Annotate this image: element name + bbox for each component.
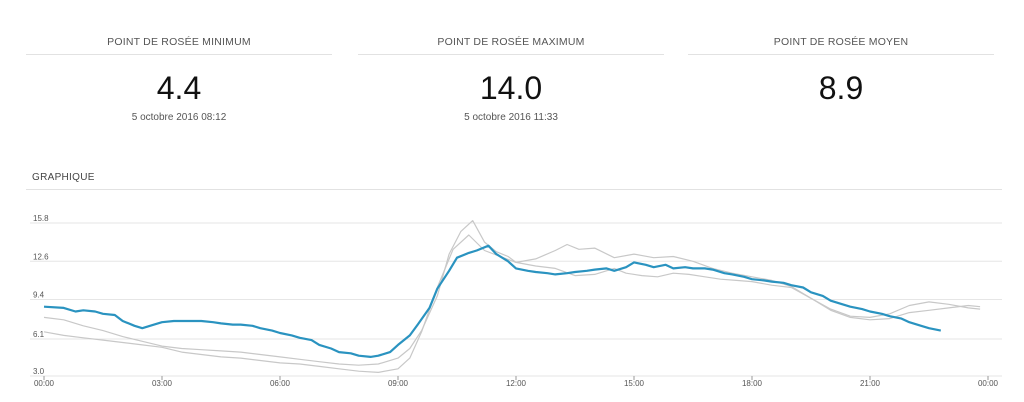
x-tick-label: 09:00 — [388, 379, 409, 388]
divider — [688, 54, 994, 55]
y-tick-label: 12.6 — [33, 252, 49, 261]
y-tick-label: 6.1 — [33, 330, 45, 339]
stat-value: 4.4 — [156, 70, 202, 106]
x-tick-label: 00:00 — [978, 379, 999, 388]
series-line-current — [43, 244, 942, 358]
stat-average: POINT DE ROSÉE MOYEN 8.9 — [688, 30, 994, 112]
y-tick-label: 3.0 — [33, 367, 45, 376]
stat-label: POINT DE ROSÉE MOYEN — [773, 36, 909, 48]
stat-timestamp: 5 octobre 2016 08:12 — [131, 112, 227, 123]
stat-timestamp: 5 octobre 2016 11:33 — [464, 112, 558, 123]
series-line-comparison — [43, 234, 981, 373]
stat-label: POINT DE ROSÉE MAXIMUM — [437, 36, 585, 48]
stat-minimum: POINT DE ROSÉE MINIMUM 4.4 5 octobre 201… — [26, 30, 332, 123]
series-line-comparison — [43, 220, 981, 366]
stat-maximum: POINT DE ROSÉE MAXIMUM 14.0 5 octobre 20… — [358, 30, 664, 123]
stat-value: 14.0 — [479, 70, 543, 106]
stat-label: POINT DE ROSÉE MINIMUM — [107, 36, 251, 48]
section-title: GRAPHIQUE — [32, 172, 95, 183]
divider — [358, 54, 664, 55]
y-tick-label: 15.8 — [33, 214, 49, 223]
x-tick-label: 21:00 — [860, 379, 881, 388]
x-tick-label: 06:00 — [270, 379, 291, 388]
x-tick-label: 03:00 — [152, 379, 173, 388]
divider — [26, 189, 1002, 190]
stat-value: 8.9 — [818, 70, 864, 106]
x-tick-label: 18:00 — [742, 379, 763, 388]
y-tick-label: 9.4 — [33, 291, 45, 300]
divider — [26, 54, 332, 55]
x-tick-label: 12:00 — [506, 379, 527, 388]
x-tick-label: 00:00 — [34, 379, 55, 388]
x-tick-label: 15:00 — [624, 379, 645, 388]
